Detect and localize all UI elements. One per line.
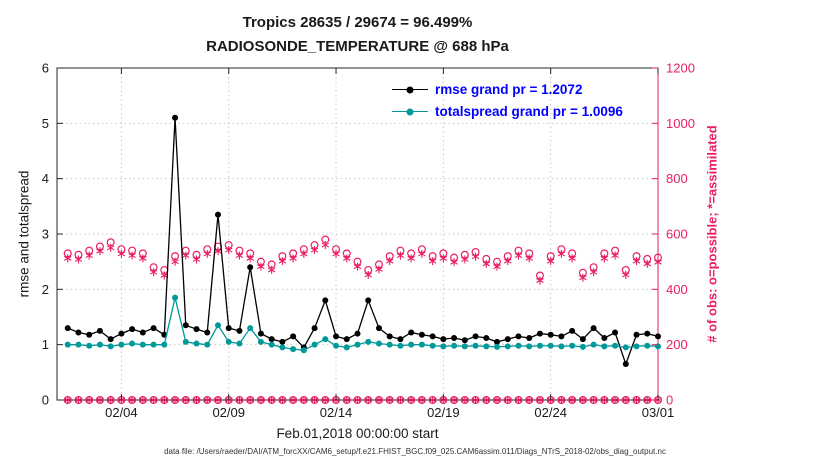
legend-item-totalspread: totalspread grand pr = 1.0096: [392, 102, 623, 121]
legend: rmse grand pr = 1.2072 totalspread grand…: [392, 80, 623, 121]
chart-title-line2: RADIOSONDE_TEMPERATURE @ 688 hPa: [206, 38, 509, 55]
svg-text:0: 0: [42, 393, 49, 408]
svg-text:0: 0: [666, 393, 673, 408]
svg-text:2: 2: [42, 282, 49, 297]
svg-text:600: 600: [666, 227, 688, 242]
svg-text:800: 800: [666, 171, 688, 186]
svg-text:400: 400: [666, 282, 688, 297]
svg-text:02/09: 02/09: [212, 405, 245, 420]
svg-text:02/04: 02/04: [105, 405, 138, 420]
data-file-path: data file: /Users/raeder/DAI/ATM_forcXX/…: [164, 447, 666, 456]
totalspread-legend-dot: [406, 108, 414, 115]
svg-text:02/24: 02/24: [534, 405, 567, 420]
chart-title-line1: Tropics 28635 / 29674 = 96.499%: [242, 14, 473, 31]
legend-label-totalspread: totalspread grand pr = 1.0096: [435, 104, 623, 119]
svg-text:5: 5: [42, 116, 49, 131]
svg-text:03/01: 03/01: [642, 405, 675, 420]
svg-text:6: 6: [42, 61, 49, 76]
svg-text:1: 1: [42, 337, 49, 352]
x-axis-label: Feb.01,2018 00:00:00 start: [276, 426, 439, 441]
legend-label-rmse: rmse grand pr = 1.2072: [435, 82, 583, 97]
svg-text:200: 200: [666, 337, 688, 352]
rmse-legend-marker: [392, 85, 428, 95]
svg-text:02/19: 02/19: [427, 405, 460, 420]
svg-text:02/14: 02/14: [320, 405, 353, 420]
svg-text:4: 4: [42, 171, 49, 186]
legend-item-rmse: rmse grand pr = 1.2072: [392, 80, 623, 99]
rmse-legend-dot: [406, 86, 414, 93]
left-axis-label: rmse and totalspread: [16, 170, 32, 298]
svg-text:3: 3: [42, 227, 49, 242]
right-axis-label: # of obs: o=possible; *=assimilated: [704, 125, 720, 343]
totalspread-legend-marker: [392, 107, 428, 117]
svg-text:1000: 1000: [666, 116, 695, 131]
svg-text:1200: 1200: [666, 61, 695, 76]
